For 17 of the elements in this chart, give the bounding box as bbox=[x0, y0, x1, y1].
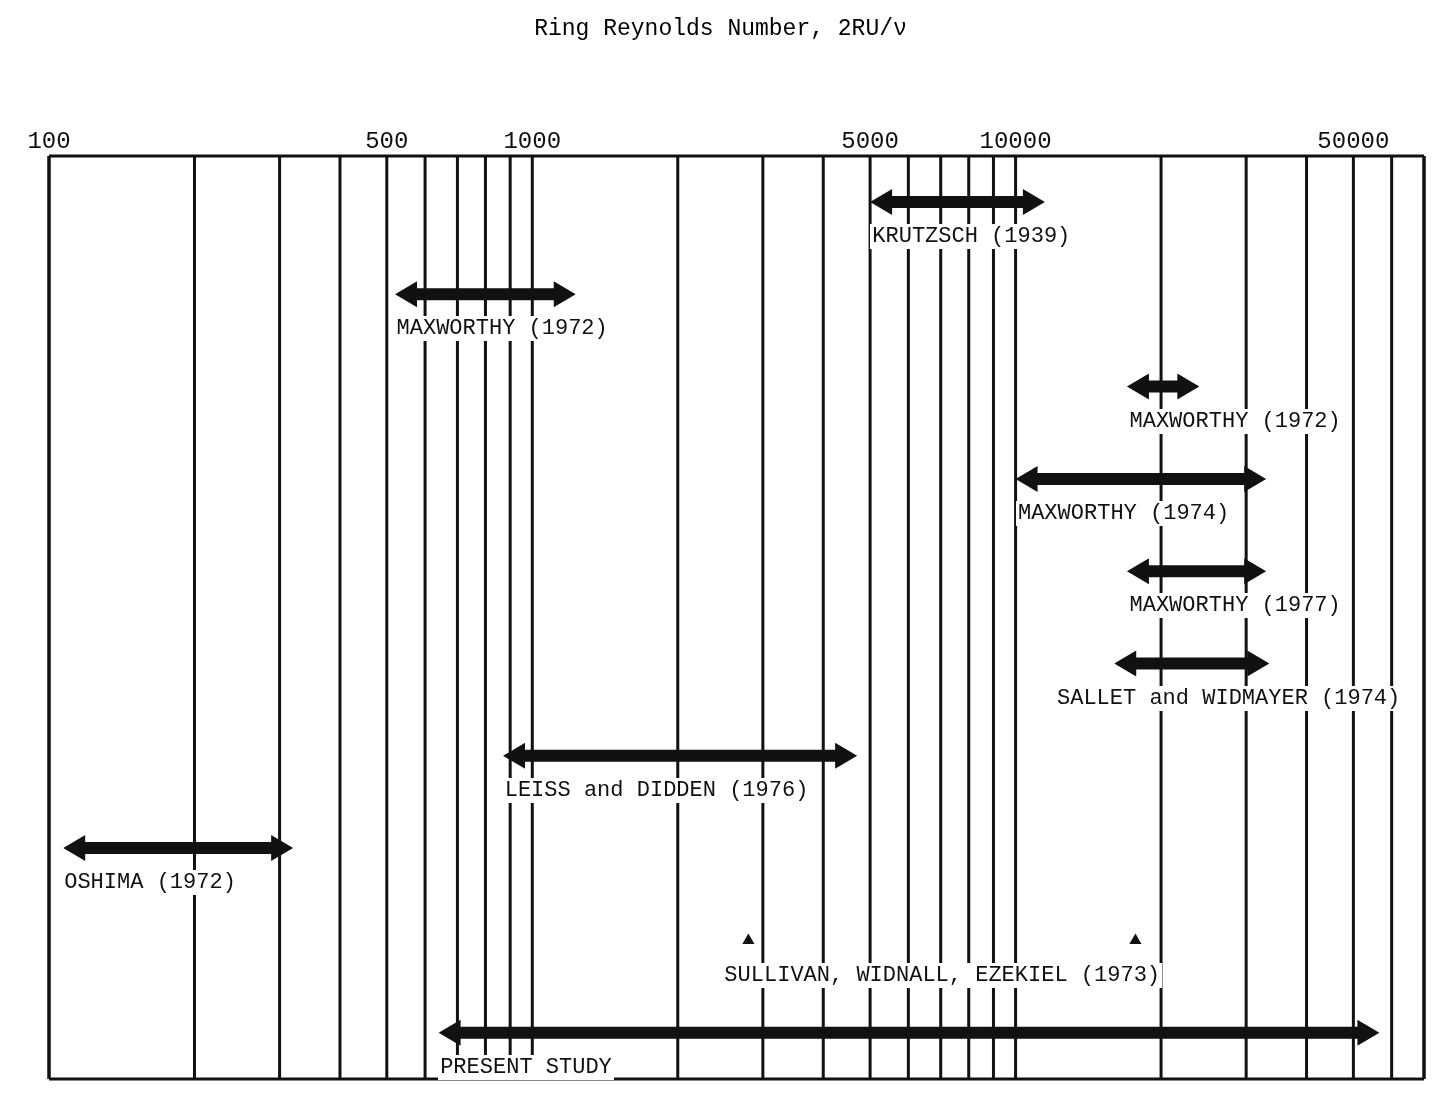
x-axis-title: Ring Reynolds Number, 2RU/ν bbox=[533, 15, 908, 44]
y-tick-label: LEISS and DIDDEN (1976) bbox=[502, 777, 811, 803]
y-tick-label: MAXWORTHY (1974) bbox=[1015, 501, 1232, 527]
y-tick-label: PRESENT STUDY bbox=[438, 1054, 614, 1080]
y-tick-label: SULLIVAN, WIDNALL, EZEKIEL (1973) bbox=[722, 962, 1163, 988]
x-tick-label: 5000 bbox=[841, 128, 899, 155]
y-tick-label: MAXWORTHY (1972) bbox=[394, 316, 610, 342]
x-tick-label: 1000 bbox=[503, 128, 562, 155]
x-tick-label: 50000 bbox=[1317, 128, 1390, 155]
y-tick-label: MAXWORTHY (1977) bbox=[1127, 593, 1343, 619]
x-tick-label: 10000 bbox=[979, 128, 1052, 155]
y-tick-label: MAXWORTHY (1972) bbox=[1127, 408, 1343, 434]
y-tick-label: SALLET and WIDMAYER (1974) bbox=[1055, 685, 1403, 711]
x-tick-label: 500 bbox=[365, 128, 409, 155]
y-tick-label: KRUTZSCH (1939) bbox=[870, 224, 1073, 250]
x-tick-label: 100 bbox=[27, 128, 71, 155]
y-tick-label: OSHIMA (1972) bbox=[62, 870, 238, 896]
